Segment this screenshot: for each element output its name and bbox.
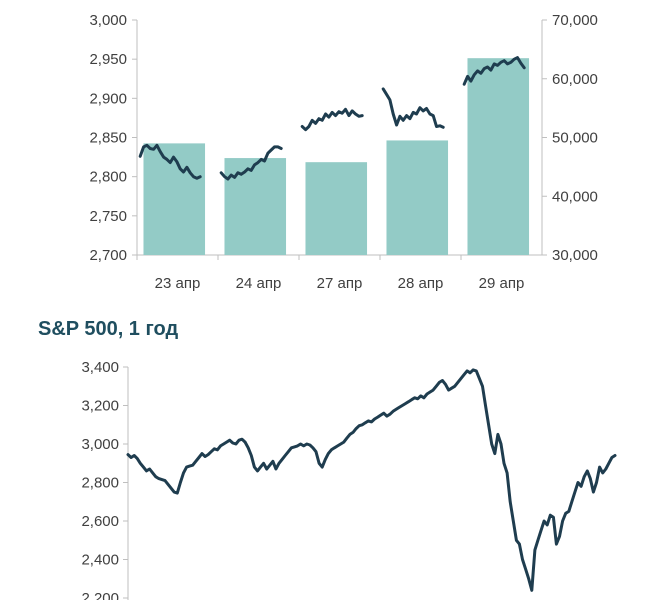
volume-bar	[224, 158, 287, 255]
left-tick-label: 3,000	[89, 12, 127, 29]
right-tick-label: 30,000	[552, 247, 598, 264]
left-tick-label: 2,750	[89, 208, 127, 225]
category-label: 23 апр	[155, 275, 201, 292]
left-tick-label: 2,700	[89, 247, 127, 264]
category-label: 27 апр	[317, 275, 363, 292]
left-tick-label: 2,850	[89, 130, 127, 147]
left-tick-label: 2,800	[89, 169, 127, 186]
volume-bar	[386, 140, 449, 255]
intraday-price-line	[462, 56, 526, 86]
category-label: 29 апр	[479, 275, 525, 292]
category-label: 28 апр	[398, 275, 444, 292]
sp500-price-line	[126, 368, 617, 592]
bottom-tick-label: 2,600	[81, 513, 119, 530]
volume-bar	[143, 143, 206, 255]
intraday-price-line	[300, 107, 364, 132]
bottom-tick-label: 2,400	[81, 552, 119, 569]
sp500-chart-title: S&P 500, 1 год	[38, 318, 179, 340]
bottom-y-ticks: 2,200 2,400 2,600 2,800 3,000 3,200 3,400	[81, 359, 128, 600]
intraday-price-line	[138, 143, 202, 180]
left-axis-ticks: 2,700 2,750 2,800 2,850 2,900 2,950 3,000	[89, 12, 137, 264]
category-label: 24 апр	[236, 275, 282, 292]
right-axis-ticks: 30,000 40,000 50,000 60,000 70,000	[542, 12, 598, 264]
bottom-tick-label: 3,000	[81, 436, 119, 453]
bottom-tick-label: 3,200	[81, 398, 119, 415]
intraday-price-line	[381, 87, 445, 129]
bottom-tick-label: 3,400	[81, 359, 119, 376]
sp500-year-chart: 2,200 2,400 2,600 2,800 3,000 3,200 3,400	[81, 359, 617, 600]
right-tick-label: 50,000	[552, 130, 598, 147]
left-tick-label: 2,900	[89, 90, 127, 107]
volume-bar	[467, 58, 530, 255]
bottom-tick-label: 2,800	[81, 475, 119, 492]
volume-bars	[143, 58, 530, 255]
intraday-price-lines	[138, 56, 526, 181]
right-tick-label: 60,000	[552, 71, 598, 88]
category-labels: 23 апр 24 апр 27 апр 28 апр 29 апр	[136, 255, 525, 292]
right-tick-label: 70,000	[552, 12, 598, 29]
right-tick-label: 40,000	[552, 188, 598, 205]
sp500-line	[126, 368, 617, 592]
bottom-tick-label: 2,200	[81, 590, 119, 600]
left-tick-label: 2,950	[89, 51, 127, 68]
intraday-price-line	[219, 145, 283, 181]
daily-combo-chart: 2,700 2,750 2,800 2,850 2,900 2,950 3,000 30,0…	[89, 12, 598, 292]
volume-bar	[305, 162, 368, 255]
